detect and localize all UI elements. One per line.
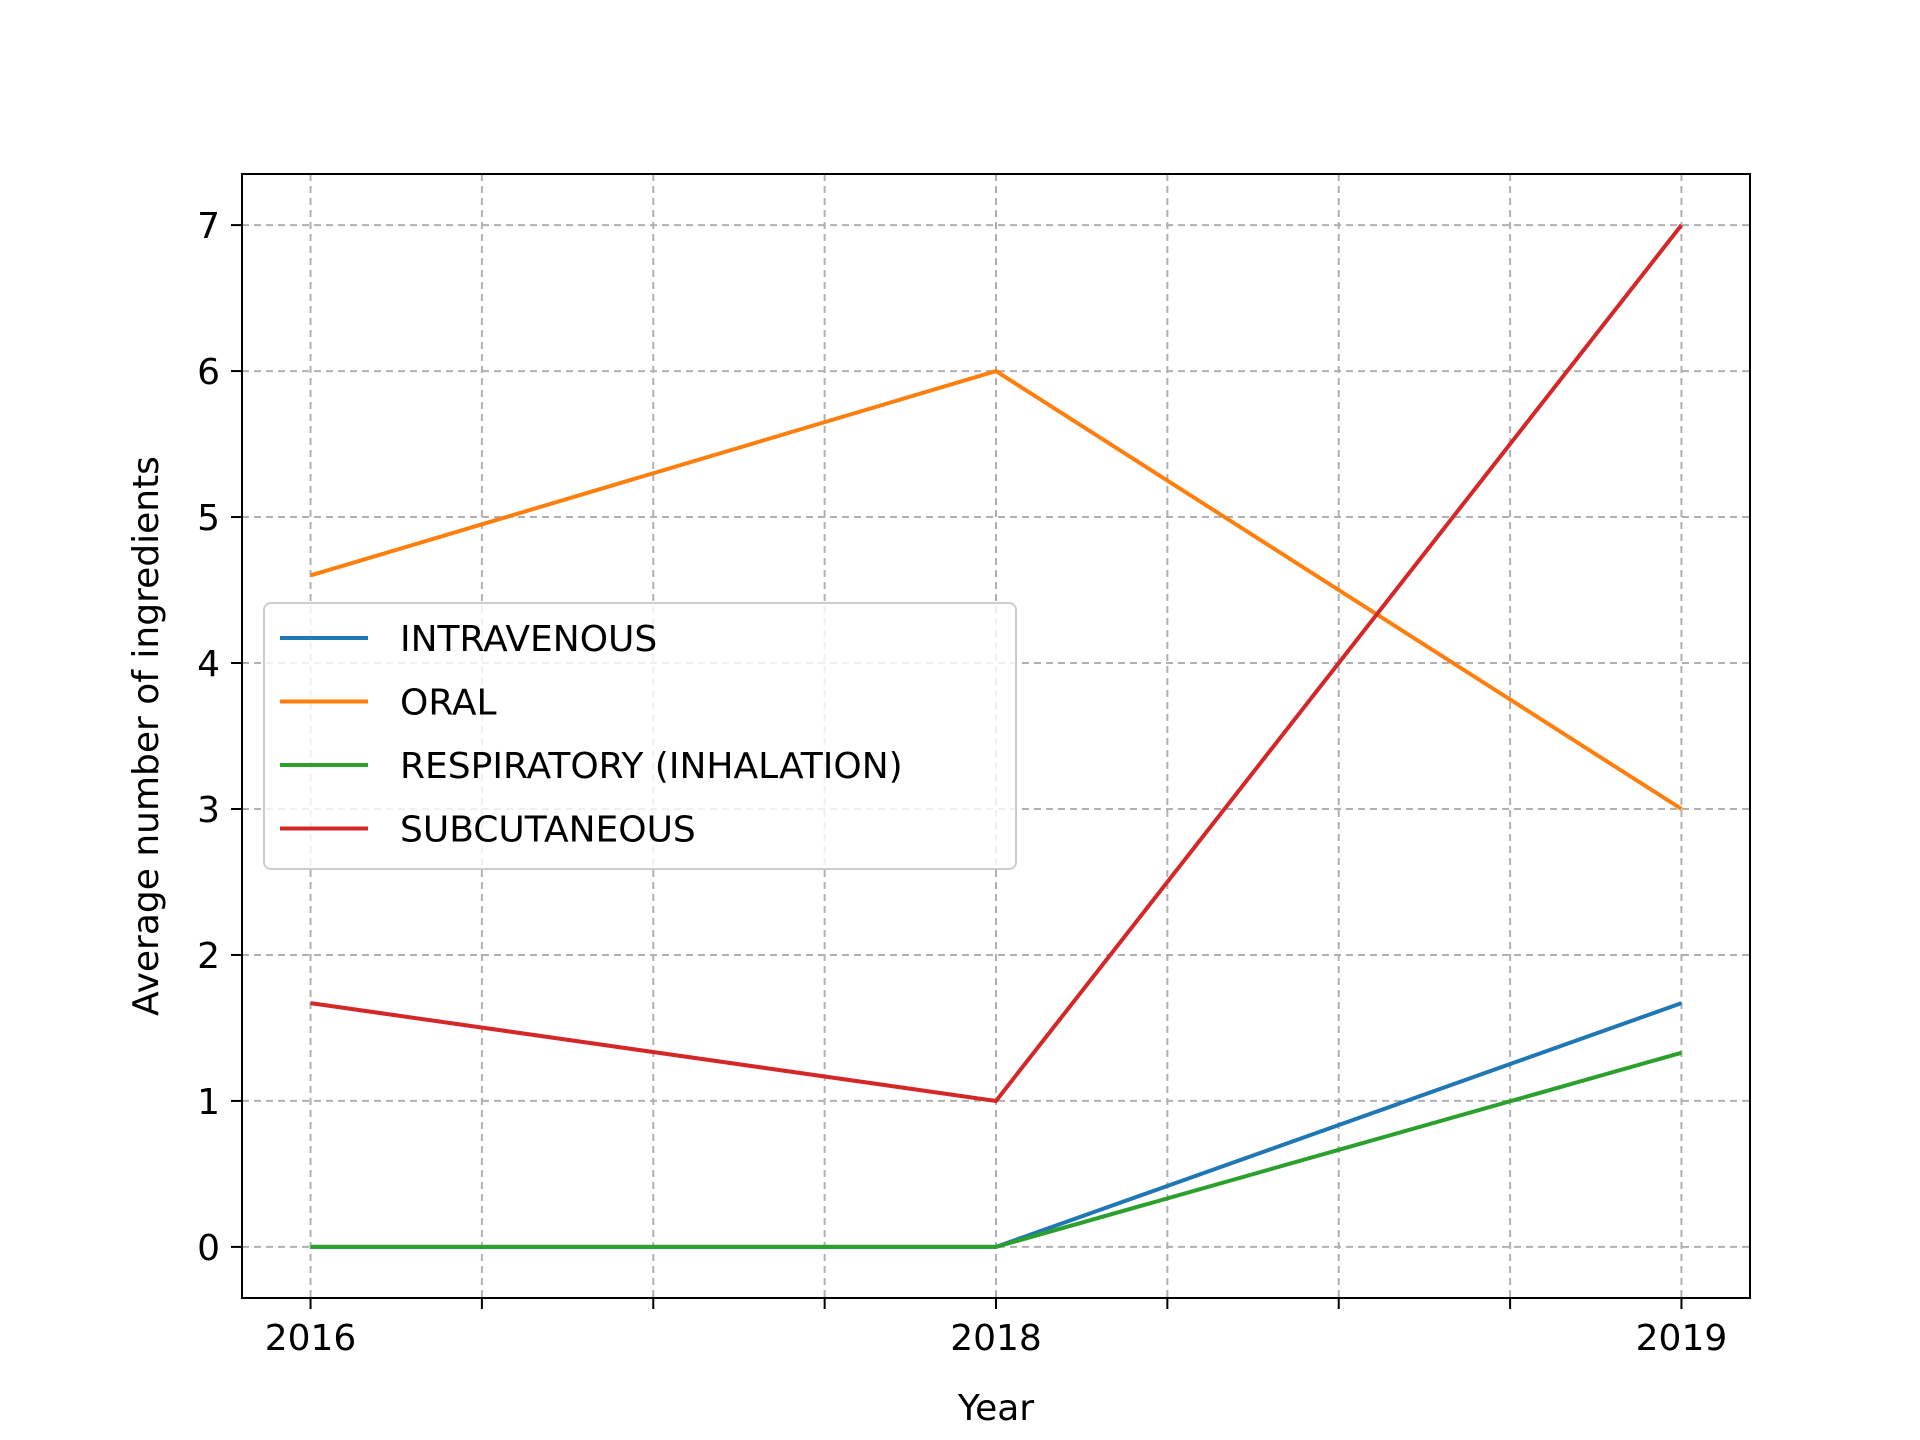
y-tick-label: 2 (197, 936, 220, 977)
tick-labels: 2016 2018 2019 0 1 2 3 4 5 6 7 (197, 206, 1727, 1359)
grid (242, 174, 1750, 1298)
axis-ticks (231, 224, 1683, 1309)
legend-label: INTRAVENOUS (400, 619, 657, 660)
y-tick-label: 0 (197, 1228, 220, 1269)
y-tick-label: 7 (197, 206, 220, 247)
series-line-oral (309, 368, 1683, 811)
legend-box (263, 602, 1017, 870)
legend-entries: INTRAVENOUS ORAL RESPIRATORY (INHALATION) S… (280, 619, 903, 851)
y-tick-label: 1 (197, 1082, 220, 1123)
legend-label: SUBCUTANEOUS (400, 810, 696, 851)
y-tick-label: 6 (197, 352, 220, 393)
y-tick-label: 4 (197, 644, 220, 685)
x-axis-label: Year (957, 1388, 1034, 1429)
x-tick-label: 2019 (1636, 1318, 1728, 1359)
x-tick-label: 2018 (950, 1318, 1042, 1359)
series-line-subcutaneous (310, 223, 1684, 1104)
legend-label: ORAL (400, 683, 497, 724)
series-lines (309, 223, 1684, 1249)
legend-label: RESPIRATORY (INHALATION) (400, 746, 903, 787)
series-line-respiratory-inhalation (310, 1050, 1682, 1249)
y-axis-label: Average number of ingredients (126, 456, 167, 1016)
y-tick-label: 5 (197, 498, 220, 539)
legend: INTRAVENOUS ORAL RESPIRATORY (INHALATION) S… (263, 602, 1017, 870)
y-tick-label: 3 (197, 790, 220, 831)
x-tick-label: 2016 (265, 1318, 357, 1359)
